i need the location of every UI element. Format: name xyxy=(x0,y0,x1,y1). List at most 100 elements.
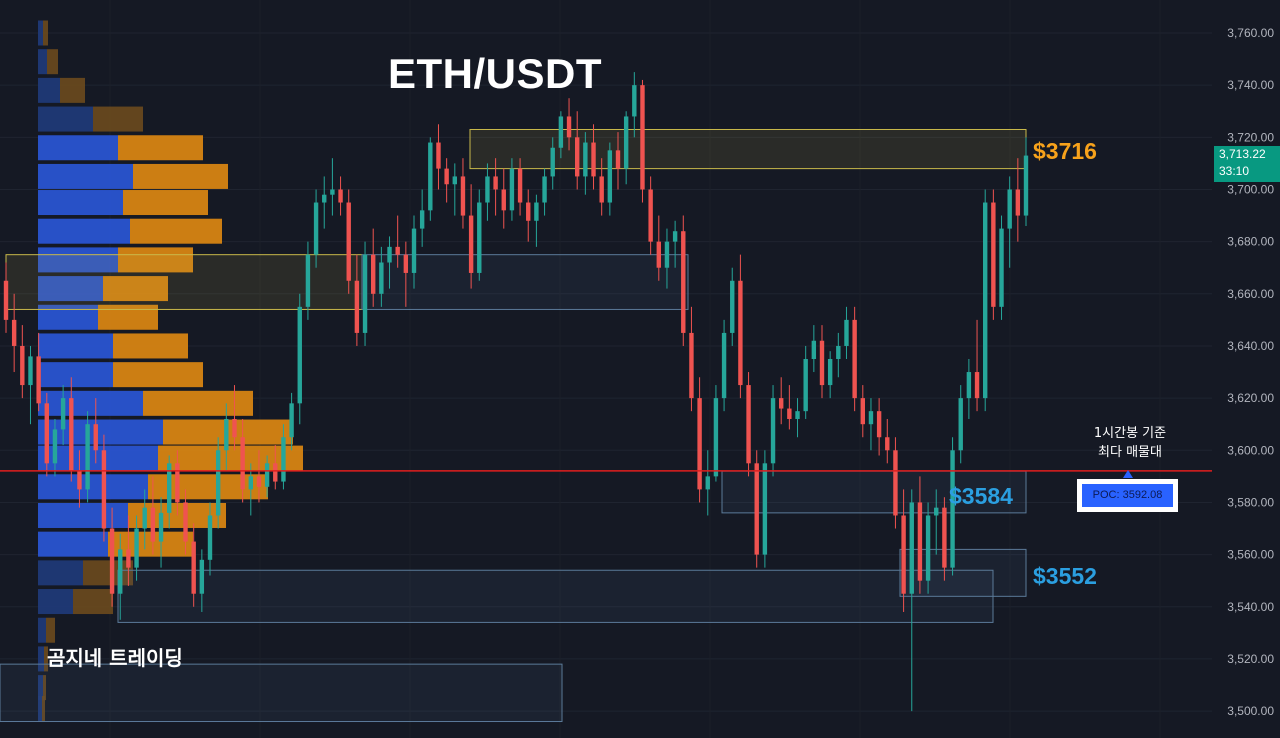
candle-body xyxy=(36,356,41,404)
price-tick-label: 3,740.00 xyxy=(1227,78,1274,92)
candle-body xyxy=(346,202,351,281)
volume-profile-sell-bar xyxy=(93,106,143,132)
candle-body xyxy=(534,202,539,221)
candle-body xyxy=(876,411,882,438)
volume-profile-sell-bar xyxy=(143,390,253,416)
volume-profile-sell-bar xyxy=(42,695,45,721)
candle-body xyxy=(403,254,409,273)
volume-profile-buy-bar xyxy=(38,333,113,359)
candle-body xyxy=(77,471,82,490)
candle-body xyxy=(795,411,800,419)
price-axis[interactable]: 3,760.00 3,740.00 3,720.00 3,700.00 3,680.00… xyxy=(1212,0,1280,738)
candle-body xyxy=(362,254,368,333)
candle-body xyxy=(746,385,751,464)
candle-body xyxy=(183,502,188,542)
candle-body xyxy=(395,246,400,255)
candle-body xyxy=(207,515,213,560)
candle-body xyxy=(836,345,841,359)
volume-profile-buy-bar xyxy=(38,304,98,330)
candle-body xyxy=(787,408,792,419)
price-tick-label: 3,760.00 xyxy=(1227,26,1274,40)
candle-body xyxy=(134,528,139,568)
candle-body xyxy=(689,332,694,399)
candle-body xyxy=(958,398,963,451)
volume-profile-buy-bar xyxy=(38,190,123,216)
candle-body xyxy=(917,502,923,581)
volume-profile-buy-bar xyxy=(38,474,148,500)
candle-body xyxy=(583,142,588,177)
candle-body xyxy=(721,332,727,399)
candle-body xyxy=(85,424,90,490)
candle-body xyxy=(770,398,776,464)
candle-body xyxy=(93,424,98,451)
candle-body xyxy=(69,398,74,472)
volume-profile-buy-bar xyxy=(38,77,60,103)
candle-body xyxy=(419,210,425,229)
candle-body xyxy=(827,359,833,386)
volume-profile-sell-bar xyxy=(46,617,55,643)
candle-body xyxy=(338,189,343,203)
price-axis-bg xyxy=(1212,0,1280,738)
candle-body xyxy=(705,476,710,490)
volume-profile-sell-bar xyxy=(60,77,85,103)
candle-body xyxy=(167,463,172,513)
candle-body xyxy=(925,515,931,581)
candle-body xyxy=(672,231,678,242)
price-tick-label: 3,660.00 xyxy=(1227,287,1274,301)
candle-body xyxy=(526,202,531,221)
candle-body xyxy=(844,319,849,346)
candle-body xyxy=(281,437,286,482)
candle-body xyxy=(754,463,759,555)
volume-profile-buy-bar xyxy=(38,163,133,189)
poc-label-box: POC: 3592.08 xyxy=(1077,479,1178,512)
candle-body xyxy=(762,463,768,555)
candle-body xyxy=(101,450,107,529)
candle-body xyxy=(460,176,466,216)
volume-profile-buy-bar xyxy=(38,49,47,75)
candle-body xyxy=(713,398,719,477)
volume-profile-sell-bar xyxy=(43,20,48,46)
volume-profile-buy-bar xyxy=(38,218,130,244)
candle-body xyxy=(477,202,482,273)
candle-body xyxy=(118,549,123,594)
candle-body xyxy=(126,549,131,568)
candle-body xyxy=(517,168,523,203)
candle-body xyxy=(11,319,17,346)
volume-profile-sell-bar xyxy=(158,445,303,471)
candle-body xyxy=(779,398,784,409)
candle-body xyxy=(158,512,164,542)
candle-body xyxy=(248,476,253,490)
volume-profile-buy-bar xyxy=(38,390,143,416)
volume-profile-sell-bar xyxy=(118,135,203,161)
candle-body xyxy=(468,215,474,273)
volume-profile-sell-bar xyxy=(113,333,188,359)
candle-body xyxy=(738,280,743,386)
candle-body xyxy=(566,116,572,138)
volume-profile-buy-bar xyxy=(38,675,43,701)
candle-body xyxy=(501,189,506,211)
candle-body xyxy=(387,246,392,263)
level-label-3716: $3716 xyxy=(1033,138,1097,164)
volume-profile-buy-bar xyxy=(38,106,93,132)
volume-profile-buy-bar xyxy=(38,560,83,586)
candle-body xyxy=(297,306,302,404)
candle-body xyxy=(150,507,156,542)
volume-profile-buy-bar xyxy=(38,695,42,721)
candle-body xyxy=(411,228,417,273)
candle-body xyxy=(371,254,376,294)
volume-profile-buy-bar xyxy=(38,247,118,273)
candle-body xyxy=(264,463,270,487)
candle-body xyxy=(199,559,205,594)
volume-profile-sell-bar xyxy=(98,304,158,330)
volume-profile-sell-bar xyxy=(43,675,46,701)
price-tick-label: 3,540.00 xyxy=(1227,600,1274,614)
candle-body xyxy=(232,418,237,438)
candle-body xyxy=(909,502,914,594)
volume-profile-sell-bar xyxy=(83,560,133,586)
last-price-badge[interactable]: 3,713.22 33:10 xyxy=(1214,146,1280,182)
candle-body xyxy=(256,476,262,487)
volume-profile-buy-bar xyxy=(38,135,118,161)
volume-profile-sell-bar xyxy=(103,276,168,302)
level-label-3552: $3552 xyxy=(1033,563,1097,589)
